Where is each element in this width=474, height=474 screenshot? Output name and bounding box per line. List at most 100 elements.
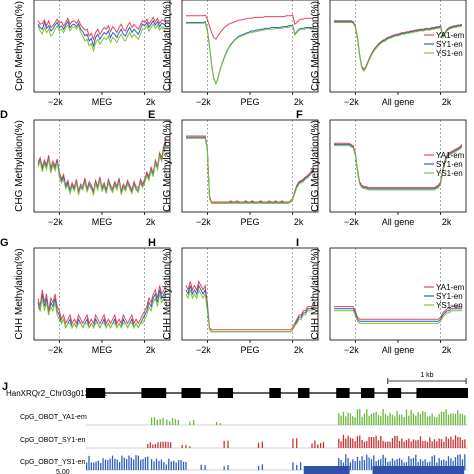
panel-label: G <box>0 237 9 249</box>
methylation-bar <box>342 411 345 425</box>
methylation-bar <box>174 419 177 425</box>
methylation-bar <box>438 438 440 448</box>
panel-label: E <box>148 109 155 121</box>
methylation-bar <box>401 459 403 470</box>
methylation-bar <box>459 437 461 448</box>
methylation-bar <box>377 459 380 470</box>
methylation-bar <box>356 409 359 425</box>
methylation-bar <box>153 417 156 425</box>
peak-box <box>303 466 350 474</box>
methylation-bar <box>443 441 445 448</box>
methylation-bar <box>150 417 153 425</box>
methylation-bar <box>338 413 340 425</box>
methylation-bar <box>450 436 452 448</box>
methylation-bar <box>159 418 161 425</box>
methylation-bar <box>354 441 356 448</box>
x-tick-label: All gene <box>382 97 415 107</box>
methylation-bar <box>370 414 373 425</box>
methylation-bar <box>405 439 408 448</box>
methylation-bar <box>189 421 191 425</box>
methylation-bar <box>380 435 382 448</box>
methylation-bar <box>340 441 342 448</box>
gene-exon <box>181 388 201 398</box>
legend-label: SY1-en <box>436 160 463 169</box>
methylation-track: CpG_OBOT_YS1-en <box>20 454 468 471</box>
series-line-YA1-em <box>186 14 315 41</box>
methylation-bar <box>375 411 377 425</box>
methylation-bar <box>373 437 375 448</box>
methylation-bar <box>356 456 359 470</box>
methylation-bar <box>431 441 433 448</box>
gene-exon <box>336 388 350 398</box>
methylation-bar <box>387 415 389 425</box>
y-axis-label: CpG Methylation(%) <box>14 1 25 91</box>
track-label: CpG_OBOT_SY1-en <box>20 437 85 444</box>
methylation-bar <box>440 438 443 448</box>
methylation-bar <box>189 446 191 448</box>
x-tick-label: −2k <box>196 217 211 227</box>
series-line-YS1-en <box>186 21 315 86</box>
methylation-bar <box>438 414 440 425</box>
methylation-bar <box>389 441 391 448</box>
series-line-YS1-en <box>334 145 463 191</box>
methylation-bar <box>433 439 436 448</box>
methylation-bar <box>370 436 373 448</box>
methylation-bar <box>340 459 342 470</box>
methylation-bar <box>135 455 137 470</box>
methylation-bar <box>384 457 387 470</box>
methylation-bar <box>443 459 445 470</box>
plot-frame <box>33 247 171 341</box>
methylation-bar <box>137 455 140 470</box>
x-tick-label: −2k <box>48 217 63 227</box>
methylation-bar <box>450 458 452 470</box>
methylation-bar <box>464 454 466 470</box>
methylation-bar <box>158 460 160 470</box>
methylation-bar <box>342 434 345 448</box>
x-tick-label: −2k <box>196 345 211 355</box>
methylation-bar <box>443 411 445 425</box>
chart-panel: −2k PEG 2k CpG Methylation(%) <box>162 0 319 107</box>
legend-label: SY1-en <box>436 40 463 49</box>
methylation-bar <box>227 440 229 448</box>
methylation-bar <box>426 442 429 448</box>
series-group <box>186 135 315 204</box>
methylation-bar <box>398 414 401 425</box>
methylation-bar <box>90 462 93 470</box>
methylation-bar <box>464 415 466 425</box>
gene-exon <box>361 388 375 398</box>
legend-label: YS1-en <box>436 169 463 178</box>
methylation-bar <box>164 441 167 448</box>
methylation-bar <box>345 454 347 470</box>
track-label: CpG_OBOT_YS1-en <box>20 459 85 466</box>
methylation-bar <box>459 413 461 425</box>
series-group <box>186 14 315 86</box>
methylation-bar <box>464 439 466 448</box>
methylation-bar <box>147 444 149 448</box>
series-line-YS1-en <box>37 293 167 329</box>
methylation-bar <box>433 455 436 470</box>
chart-grid: −2k MEG 2k CpG Methylation(%) −2k PEG 2k CpG Me… <box>0 0 467 355</box>
methylation-bar <box>144 457 147 470</box>
y-axis-label: CHG Methylation(%) <box>310 120 321 212</box>
methylation-bar <box>417 461 419 470</box>
track-label: CpG_OBOT_YA1-em <box>20 414 87 421</box>
methylation-bar <box>366 454 368 470</box>
methylation-bar <box>200 464 202 470</box>
methylation-bar <box>447 438 450 448</box>
methylation-bar <box>88 455 90 470</box>
series-line-SY1-en <box>37 289 167 330</box>
methylation-bar <box>121 455 123 470</box>
series-line-YS1-en <box>185 288 315 333</box>
methylation-bar <box>398 458 401 470</box>
methylation-bar <box>175 462 177 470</box>
methylation-track: CpG_OBOT_YA1-em <box>20 408 468 426</box>
y-axis-label: CHH Methylation(%) <box>14 248 25 339</box>
methylation-bar <box>130 457 132 470</box>
methylation-bar <box>452 439 454 448</box>
x-tick-label: PEG <box>240 97 259 107</box>
methylation-bar <box>461 440 464 448</box>
series-line-YS1-en <box>37 23 167 53</box>
x-tick-label: −2k <box>196 97 211 107</box>
x-tick-label: 2k <box>294 217 304 227</box>
methylation-bar <box>317 444 319 448</box>
